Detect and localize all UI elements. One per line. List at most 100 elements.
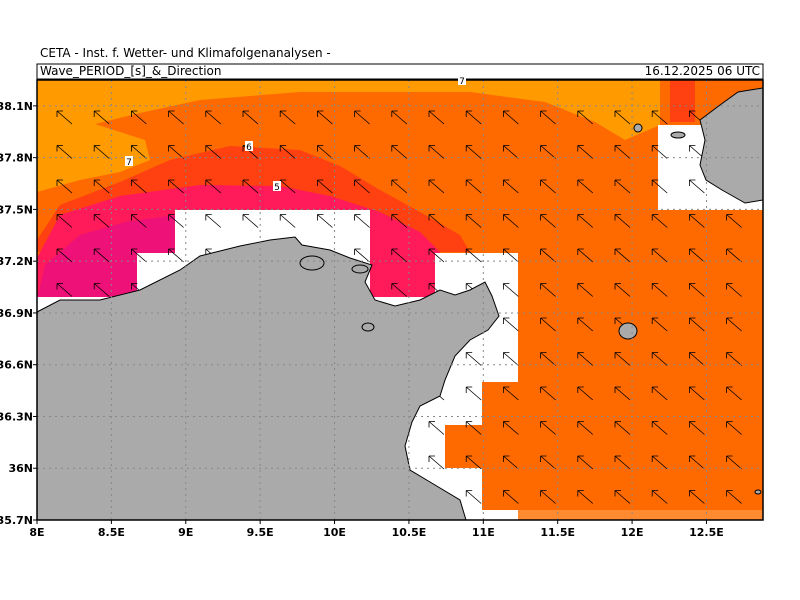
direction-arrow [614,145,631,159]
direction-arrow [317,214,333,228]
direction-arrow [354,248,370,263]
header-box [36,63,764,80]
y-tick-label: 36.9N [0,307,33,320]
contour-label: 6 [246,143,252,153]
direction-arrow [317,179,333,194]
x-tick-label: 12.5E [689,526,724,539]
island-pantelleria [618,322,638,340]
direction-arrow [317,145,333,159]
x-tick-label: 10.5E [392,526,427,539]
direction-arrow [391,248,408,263]
x-tick-label: 10E [323,526,346,539]
direction-arrow [428,145,445,159]
direction-arrow [651,317,668,332]
direction-arrow [540,455,556,470]
direction-arrow [465,386,482,401]
direction-arrow [503,179,519,194]
direction-arrow [577,179,594,194]
island [633,123,643,133]
direction-arrow [651,283,668,297]
direction-arrow [317,110,333,125]
direction-arrow [540,145,556,159]
direction-arrow [689,421,705,435]
direction-arrow [651,214,668,228]
x-tick-label: 11E [472,526,495,539]
direction-arrow [428,455,445,470]
y-tick-label: 37.5N [0,203,33,216]
x-tick-label: 8.5E [98,526,125,539]
direction-arrow [465,110,482,125]
direction-arrow [577,317,594,332]
direction-arrow [689,283,705,297]
contour-label-bg [458,75,466,85]
direction-arrow [354,214,370,228]
island [361,322,375,332]
direction-arrow [577,455,594,470]
direction-arrow [651,352,668,366]
direction-arrow [279,145,296,159]
direction-arrow [577,214,594,228]
direction-arrow [465,179,482,194]
island [299,255,325,271]
direction-arrow [354,179,370,194]
direction-arrow [614,248,631,263]
direction-arrow [614,386,631,401]
direction-arrow [56,145,73,159]
direction-arrow [726,352,742,366]
direction-arrow [577,110,594,125]
direction-arrow [726,248,742,263]
direction-arrow [689,455,705,470]
direction-arrow [391,283,408,297]
direction-arrow [689,490,705,504]
direction-arrow [726,317,742,332]
land-sicily [699,87,764,204]
direction-arrow [577,421,594,435]
grid [37,80,763,520]
direction-arrow [726,214,742,228]
direction-arrow [614,179,631,194]
direction-arrow [428,214,445,228]
contour-label: 5 [274,183,280,193]
direction-arrow [205,214,222,228]
direction-arrow [503,110,519,125]
direction-arrow [93,283,110,297]
direction-arrow [577,145,594,159]
direction-arrow [465,455,482,470]
direction-arrow [726,386,742,401]
direction-arrow [540,421,556,435]
direction-arrow [503,283,519,297]
direction-arrow [540,214,556,228]
x-tick-label: 8E [29,526,44,539]
direction-arrow [614,352,631,366]
field-base [445,425,482,468]
direction-arrow [56,248,73,263]
island [351,264,369,274]
y-tick-label: 37.8N [0,152,33,165]
direction-arrow [242,110,259,125]
direction-arrow [131,248,147,263]
direction-arrow [503,455,519,470]
direction-arrow [93,145,110,159]
direction-arrow [540,317,556,332]
direction-arrow [205,145,222,159]
direction-arrow [391,145,408,159]
field-light [518,510,763,520]
direction-arrow [428,179,445,194]
island [754,489,762,495]
direction-arrow [577,490,594,504]
direction-arrow [56,110,73,125]
direction-arrow [614,283,631,297]
direction-arrow [540,490,556,504]
direction-arrow [689,386,705,401]
x-tick-label: 9E [178,526,193,539]
direction-arrow [689,248,705,263]
direction-arrow [726,283,742,297]
contour-label: 7 [459,77,465,87]
direction-arrow [93,248,110,263]
direction-arrow [651,490,668,504]
land-tunisia [36,236,500,521]
direction-arrow [93,179,110,194]
direction-arrow [577,352,594,366]
direction-arrow [465,248,482,263]
